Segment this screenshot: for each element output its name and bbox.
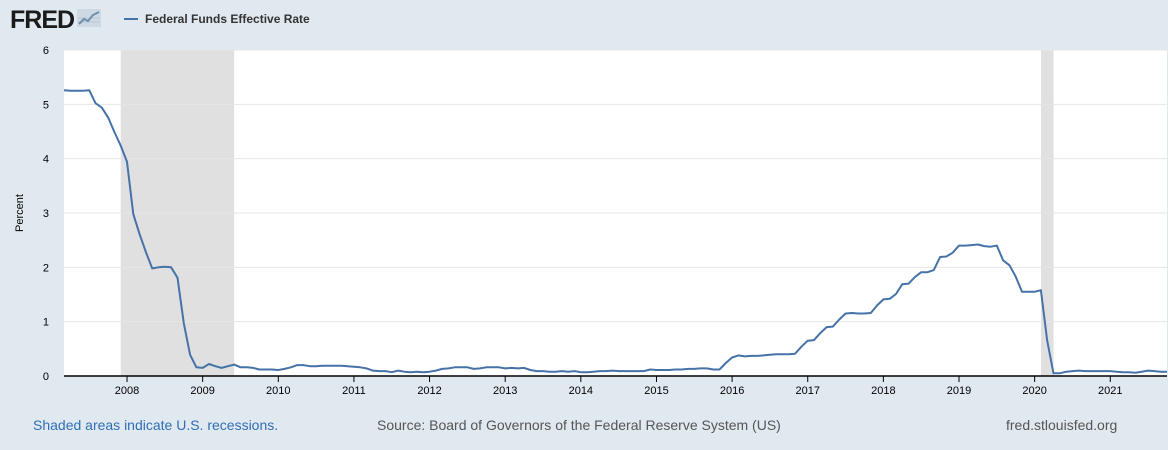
x-tick-label: 2015: [644, 385, 668, 397]
fred-graph-icon: [77, 8, 102, 32]
x-tick-label: 2014: [569, 385, 593, 397]
y-tick-label: 6: [43, 45, 49, 57]
y-tick-label: 4: [43, 154, 49, 166]
series-layer: [63, 89, 1167, 375]
x-tick-label: 2016: [720, 385, 744, 397]
x-tick-label: 2020: [1022, 385, 1046, 397]
x-tick-label: 2018: [871, 385, 895, 397]
x-tick-label: 2012: [417, 385, 441, 397]
y-axis-label: Percent: [14, 194, 26, 232]
series-line-1[interactable]: [63, 89, 1167, 375]
gridlines: [64, 49, 1167, 323]
x-tick-label: 2010: [266, 385, 290, 397]
site-url[interactable]: fred.stlouisfed.org: [1006, 417, 1118, 433]
x-tick-label: 2009: [190, 385, 214, 397]
x-tick-label: 2011: [342, 385, 366, 397]
line-chart[interactable]: 2008 2009 2010 2011 2012 2013 2014 2015 2016 2017…: [0, 0, 1168, 410]
y-tick-label: 0: [43, 371, 49, 383]
x-tick-label: 2017: [795, 385, 819, 397]
legend-series-label: Federal Funds Effective Rate: [145, 12, 310, 26]
y-axis-ticks: 0 1 2 3 4 5 6: [43, 45, 49, 383]
y-tick-label: 2: [43, 262, 49, 274]
fred-logo[interactable]: FRED: [10, 6, 102, 34]
x-tick-label: 2008: [115, 385, 139, 397]
y-tick-label: 3: [43, 208, 49, 220]
y-tick-label: 5: [43, 99, 49, 111]
legend-series-swatch: [124, 18, 138, 20]
chart-legend[interactable]: Federal Funds Effective Rate: [124, 12, 310, 26]
fred-logo-text: FRED: [10, 6, 75, 34]
recession-note[interactable]: Shaded areas indicate U.S. recessions.: [33, 417, 279, 433]
x-tick-label: 2021: [1098, 385, 1122, 397]
x-tick-label: 2019: [947, 385, 971, 397]
x-axis-ticks: 2008 2009 2010 2011 2012 2013 2014 2015 2016 2017…: [115, 376, 1123, 397]
y-tick-label: 1: [43, 317, 49, 329]
chart-header: FRED Federal Funds Effective Rate: [0, 0, 1168, 40]
source-note: Source: Board of Governors of the Federa…: [377, 417, 781, 433]
x-tick-label: 2013: [493, 385, 517, 397]
